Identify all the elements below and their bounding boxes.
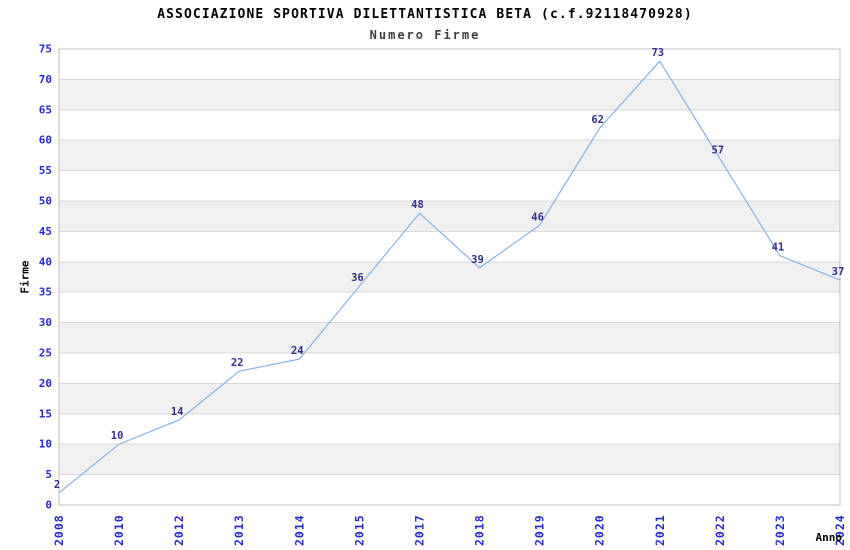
data-point-label: 39 bbox=[471, 254, 484, 266]
x-tick-label: 2010 bbox=[112, 514, 126, 546]
x-tick-label: 2023 bbox=[773, 514, 787, 546]
y-tick-label: 5 bbox=[45, 468, 52, 481]
y-tick-label: 20 bbox=[39, 377, 52, 390]
x-tick-label: 2020 bbox=[593, 514, 607, 546]
data-point-label: 24 bbox=[291, 345, 304, 357]
x-tick-label: 2008 bbox=[52, 514, 66, 546]
background-band bbox=[59, 322, 840, 353]
data-point-label: 10 bbox=[111, 430, 124, 442]
background-band bbox=[59, 261, 840, 293]
data-point-label: 2 bbox=[54, 479, 60, 491]
y-tick-label: 45 bbox=[39, 225, 52, 238]
y-tick-label: 10 bbox=[39, 438, 52, 451]
y-tick-label: 65 bbox=[39, 103, 52, 116]
x-tick-label: 2015 bbox=[352, 514, 366, 546]
y-axis-title: Firme bbox=[18, 260, 32, 294]
data-point-label: 48 bbox=[411, 199, 424, 211]
chart-subtitle: Numero Firme bbox=[369, 28, 481, 42]
plot-border bbox=[58, 48, 841, 506]
data-point-label: 73 bbox=[651, 47, 664, 59]
background-band bbox=[59, 383, 840, 414]
y-tick-label: 50 bbox=[39, 195, 52, 208]
background-band bbox=[59, 444, 840, 475]
y-tick-label: 25 bbox=[39, 347, 52, 360]
data-point-label: 37 bbox=[832, 266, 845, 278]
x-tick-label: 2012 bbox=[172, 514, 186, 546]
y-tick-label: 15 bbox=[39, 407, 52, 420]
background-band bbox=[59, 79, 840, 110]
chart-title: ASSOCIAZIONE SPORTIVA DILETTANTISTICA BE… bbox=[157, 7, 693, 22]
data-point-label: 14 bbox=[171, 406, 184, 418]
y-tick-label: 40 bbox=[39, 255, 52, 268]
x-tick-label: 2018 bbox=[473, 514, 487, 546]
x-tick-label: 2022 bbox=[713, 514, 727, 546]
background-band bbox=[59, 140, 840, 171]
x-tick-label: 2021 bbox=[653, 514, 667, 546]
background-band bbox=[59, 201, 840, 232]
y-tick-label: 30 bbox=[39, 316, 52, 329]
data-point-label: 22 bbox=[231, 357, 244, 369]
x-tick-label: 2013 bbox=[232, 514, 246, 546]
x-axis-title: Anno bbox=[815, 531, 843, 544]
data-point-label: 57 bbox=[711, 144, 724, 156]
x-tick-label: 2014 bbox=[292, 514, 306, 546]
y-tick-label: 60 bbox=[39, 134, 52, 147]
x-tick-label: 2019 bbox=[533, 514, 547, 546]
y-tick-label: 0 bbox=[45, 499, 52, 512]
data-point-label: 41 bbox=[772, 242, 785, 254]
x-tick-label: 2024 bbox=[833, 514, 847, 546]
y-tick-label: 35 bbox=[39, 286, 52, 299]
data-point-label: 46 bbox=[531, 211, 544, 223]
data-point-label: 62 bbox=[591, 114, 604, 126]
y-tick-label: 55 bbox=[39, 164, 52, 177]
data-point-label: 36 bbox=[351, 272, 364, 284]
data-line bbox=[58, 60, 841, 494]
x-tick-label: 2017 bbox=[413, 514, 427, 546]
y-tick-label: 75 bbox=[39, 43, 52, 56]
y-tick-label: 70 bbox=[39, 73, 52, 86]
